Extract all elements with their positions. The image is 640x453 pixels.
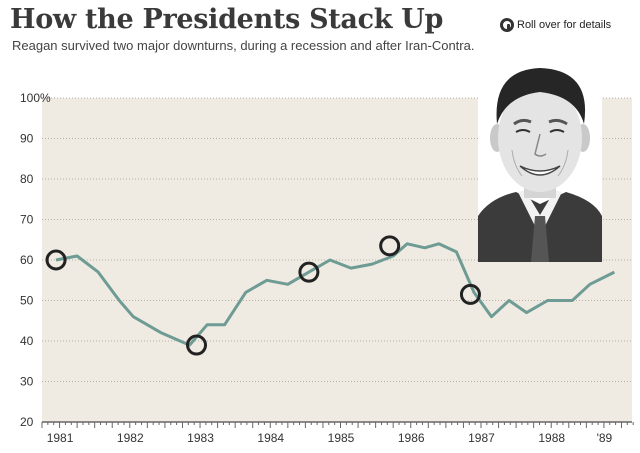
- x-tick-label: 1984: [257, 431, 284, 445]
- event-marker[interactable]: [186, 334, 208, 356]
- chart-title: How the Presidents Stack Up: [10, 4, 444, 35]
- x-tick-label: 1981: [47, 431, 74, 445]
- mouse-pointer-icon: [500, 18, 514, 32]
- event-marker[interactable]: [298, 261, 320, 283]
- y-tick-label: 20: [20, 415, 34, 429]
- approval-line: [55, 242, 616, 347]
- chart-subtitle: Reagan survived two major downturns, dur…: [12, 38, 475, 53]
- x-tick-label: 1986: [398, 431, 425, 445]
- x-tick-label: 1985: [328, 431, 355, 445]
- gridlines: [42, 97, 632, 382]
- y-tick-label: 60: [20, 253, 34, 267]
- x-tick-label: 1987: [468, 431, 495, 445]
- event-markers: [45, 235, 481, 356]
- y-axis-labels: 100% 90 80 70 60 50 40 30 20: [20, 91, 51, 429]
- y-tick-label: 90: [20, 132, 34, 146]
- y-tick-label: 40: [20, 334, 34, 348]
- y-tick-label: 70: [20, 213, 34, 227]
- x-tick-label: 1988: [538, 431, 565, 445]
- y-tick-label: 80: [20, 172, 34, 186]
- event-marker[interactable]: [459, 283, 481, 305]
- x-tick-label: 1982: [117, 431, 144, 445]
- y-tick-label: 30: [20, 375, 34, 389]
- event-marker[interactable]: [45, 249, 67, 271]
- y-tick-label: 50: [20, 294, 34, 308]
- x-tick-label: '89: [597, 431, 613, 445]
- y-tick-label: 100%: [20, 91, 51, 105]
- rollover-label: Roll over for details: [517, 19, 612, 31]
- x-axis: 1981 1982 1983 1984 1985 1986 1987 1988 '89: [41, 421, 634, 445]
- event-marker[interactable]: [379, 235, 401, 257]
- reagan-portrait: [478, 68, 602, 262]
- x-tick-label: 1983: [187, 431, 214, 445]
- rollover-hint[interactable]: Roll over for details: [500, 18, 611, 32]
